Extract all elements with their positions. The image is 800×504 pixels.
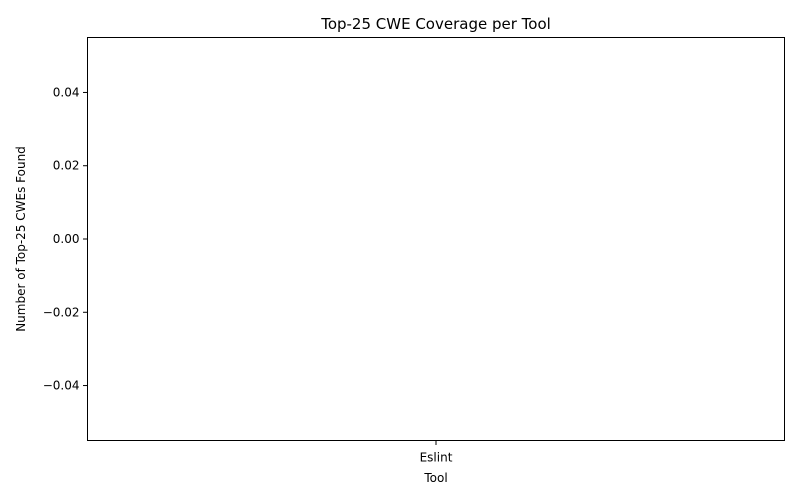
y-tick-label: 0.00 [53, 232, 80, 246]
x-axis-ticks: Eslint [420, 440, 453, 465]
y-axis-label: Number of Top-25 CWEs Found [14, 146, 28, 332]
chart-title: Top-25 CWE Coverage per Tool [320, 15, 551, 33]
y-tick-label: 0.02 [53, 159, 80, 173]
y-tick-label: −0.04 [43, 379, 80, 393]
y-axis-ticks: −0.04 −0.02 0.00 0.02 0.04 [43, 85, 88, 393]
y-tick-label: 0.04 [53, 85, 80, 99]
x-axis-label: Tool [423, 471, 447, 485]
plot-frame [87, 37, 785, 441]
y-tick-label: −0.02 [43, 305, 80, 319]
x-tick-label: Eslint [420, 451, 453, 465]
